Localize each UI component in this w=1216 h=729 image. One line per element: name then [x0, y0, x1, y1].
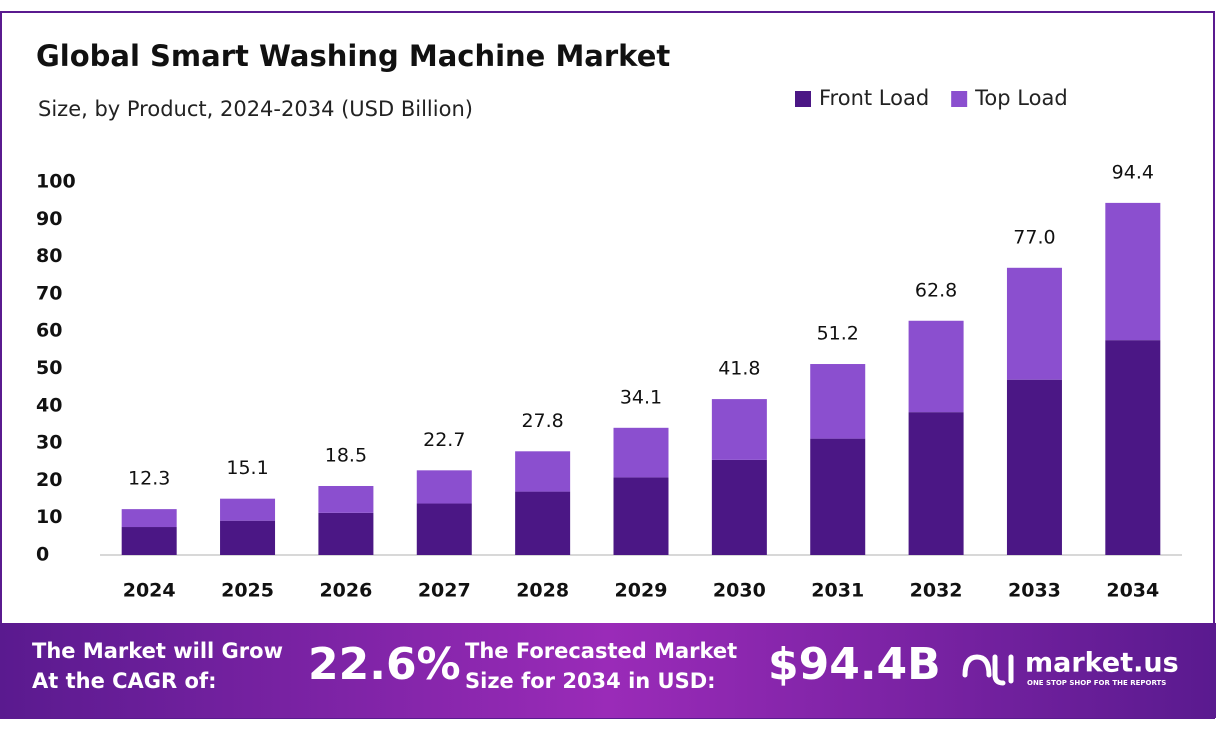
tagline: ONE STOP SHOP FOR THE REPORTS — [1027, 679, 1166, 687]
y-tick-label: 70 — [36, 282, 62, 304]
bar-segment — [908, 412, 964, 555]
brand-logo — [962, 654, 1014, 686]
x-tick-label: 2034 — [1106, 580, 1159, 602]
forecast-text: The Forecasted Market — [465, 639, 737, 663]
bar-segment — [1006, 267, 1062, 380]
y-tick-label: 50 — [36, 357, 62, 379]
total-label: 15.1 — [226, 457, 268, 479]
bar-segment — [810, 438, 866, 555]
x-tick-label: 2026 — [319, 580, 372, 602]
forecast-value: $94.4B — [768, 639, 941, 690]
x-tick-label: 2027 — [418, 580, 471, 602]
total-label: 51.2 — [817, 323, 859, 345]
x-tick-label: 2032 — [910, 580, 963, 602]
bar-segment — [318, 485, 374, 513]
y-tick-label: 90 — [36, 208, 62, 230]
x-tick-label: 2024 — [123, 580, 176, 602]
bar-segment — [416, 503, 472, 555]
total-label: 12.3 — [128, 468, 170, 490]
chart-subtitle: Size, by Product, 2024-2034 (USD Billion… — [38, 97, 473, 121]
y-tick-label: 30 — [36, 432, 62, 454]
bar-segment — [220, 520, 276, 555]
total-label: 18.5 — [325, 444, 367, 466]
bar-segment — [318, 512, 374, 555]
y-tick-label: 60 — [36, 320, 62, 342]
bar-segment — [121, 527, 177, 555]
y-tick-label: 80 — [36, 245, 62, 267]
bar-segment — [711, 399, 767, 460]
legend-label: Top Load — [974, 86, 1068, 110]
bar-segment — [810, 364, 866, 439]
x-tick-label: 2033 — [1008, 580, 1061, 602]
bar-segment — [613, 427, 669, 478]
total-label: 41.8 — [718, 358, 760, 380]
y-tick-label: 100 — [36, 171, 76, 193]
bar-segment — [121, 509, 177, 528]
total-label: 22.7 — [423, 429, 465, 451]
bar-segment — [515, 491, 571, 555]
cagr-text: The Market will Grow — [32, 639, 283, 663]
total-label: 77.0 — [1013, 226, 1055, 248]
bar-segment — [220, 498, 276, 521]
x-tick-label: 2031 — [811, 580, 864, 602]
bar-segment — [416, 470, 472, 504]
y-tick-label: 20 — [36, 469, 62, 491]
total-label: 34.1 — [620, 386, 662, 408]
x-tick-label: 2030 — [713, 580, 766, 602]
legend-swatch — [951, 91, 968, 107]
forecast-text: Size for 2034 in USD: — [465, 669, 716, 693]
bar-segment — [1105, 340, 1161, 555]
cagr-value: 22.6% — [308, 639, 461, 690]
total-label: 62.8 — [915, 279, 957, 301]
x-tick-label: 2025 — [221, 580, 274, 602]
bar-segment — [613, 477, 669, 555]
total-label: 94.4 — [1112, 161, 1154, 183]
y-tick-label: 10 — [36, 506, 62, 528]
bar-segment — [711, 459, 767, 555]
bar-segment — [1105, 202, 1161, 341]
y-tick-label: 0 — [36, 544, 49, 566]
total-label: 27.8 — [521, 410, 563, 432]
x-tick-label: 2028 — [516, 580, 569, 602]
bar-segment — [1006, 379, 1062, 555]
bar-segment — [908, 320, 964, 413]
bar-segment — [515, 451, 571, 492]
legend-label: Front Load — [819, 86, 929, 110]
x-tick-label: 2029 — [615, 580, 668, 602]
cagr-text: At the CAGR of: — [32, 669, 217, 693]
y-tick-label: 40 — [36, 394, 62, 416]
legend-swatch — [795, 91, 811, 107]
brand: market.us — [1025, 648, 1179, 679]
chart-title: Global Smart Washing Machine Market — [36, 39, 670, 73]
